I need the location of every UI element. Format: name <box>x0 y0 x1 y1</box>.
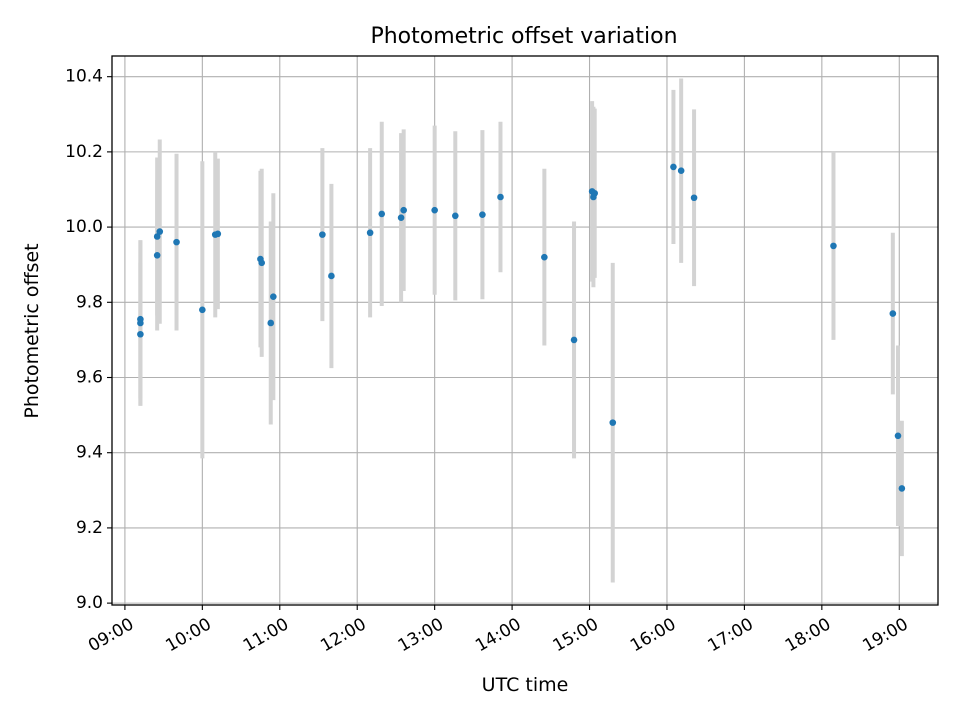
data-point <box>397 214 405 221</box>
data-points <box>137 163 906 492</box>
y-tick-label: 10.2 <box>65 142 103 162</box>
data-point <box>258 259 266 267</box>
data-point <box>670 163 677 171</box>
plot-frame <box>111 55 939 606</box>
grid <box>112 56 938 605</box>
y-tick-label: 9.0 <box>76 593 103 613</box>
data-point <box>889 310 897 317</box>
data-point <box>199 306 206 314</box>
data-point <box>214 230 222 238</box>
data-point <box>431 206 438 214</box>
data-point <box>319 231 326 238</box>
data-point <box>153 233 161 240</box>
data-point <box>366 229 374 237</box>
data-point <box>400 206 407 214</box>
data-point <box>570 336 578 344</box>
data-point <box>541 253 548 261</box>
data-point <box>328 272 335 280</box>
data-point <box>690 194 698 202</box>
data-point <box>270 293 277 300</box>
data-point <box>452 212 459 220</box>
data-point <box>830 242 837 250</box>
data-point <box>894 432 902 440</box>
x-axis-label: UTC time <box>482 674 569 696</box>
y-tick-label: 9.4 <box>76 443 103 463</box>
data-point <box>591 189 598 197</box>
data-point <box>153 251 161 259</box>
data-point <box>267 319 275 327</box>
y-tick-label: 10.4 <box>65 67 103 87</box>
data-point <box>497 193 504 201</box>
y-tick-label: 10.0 <box>65 217 103 237</box>
chart-title: Photometric offset variation <box>370 24 677 49</box>
y-axis-label: Photometric offset <box>21 243 43 418</box>
data-point <box>137 319 144 327</box>
y-axis-ticks: 9.0 9.2 9.4 9.6 9.8 10.0 10.2 10.4 <box>65 67 112 613</box>
data-point <box>609 419 617 426</box>
data-point <box>137 330 144 338</box>
data-point <box>479 211 486 218</box>
data-point <box>677 167 685 174</box>
data-point <box>156 228 164 235</box>
y-tick-label: 9.8 <box>76 292 103 312</box>
y-tick-label: 9.2 <box>76 518 103 538</box>
data-point <box>173 238 180 246</box>
y-tick-label: 9.6 <box>76 368 103 388</box>
data-point <box>898 485 906 492</box>
data-point <box>378 210 386 218</box>
